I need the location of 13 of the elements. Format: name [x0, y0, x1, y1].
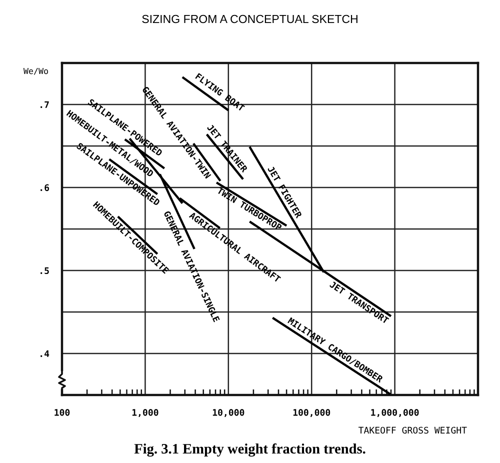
y-tick-label: .7: [40, 101, 49, 108]
y-axis-title: We/Wo: [23, 68, 48, 75]
x-tick-label: 100,000: [293, 409, 330, 418]
x-tick-label: 10,000: [212, 409, 244, 418]
caption: Fig. 3.1 Empty weight fraction trends.: [134, 443, 366, 457]
y-tick-label: .6: [40, 184, 50, 192]
x-tick-label: 100: [54, 409, 70, 416]
y-tick-label: .5: [40, 267, 49, 274]
x-tick-label: 1,000: [132, 409, 158, 418]
chart-title: SIZING FROM A CONCEPTUAL SKETCH: [142, 14, 358, 24]
x-axis-title: TAKEOFF GROSS WEIGHT: [358, 426, 467, 434]
y-tick-label: .4: [40, 350, 50, 357]
x-tick-label: 1,000,000: [371, 409, 419, 418]
